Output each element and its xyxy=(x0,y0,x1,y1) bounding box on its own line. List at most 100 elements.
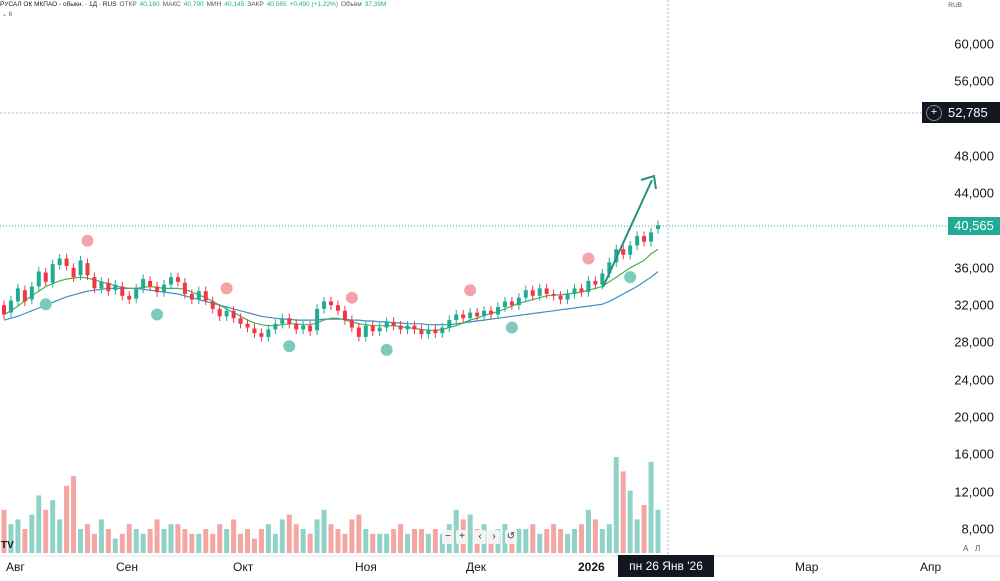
candle-body xyxy=(148,280,153,287)
candle xyxy=(628,240,633,260)
candle xyxy=(182,278,187,299)
candle xyxy=(454,309,459,325)
candle-body xyxy=(516,297,521,306)
candle-body xyxy=(349,320,354,328)
candle xyxy=(363,321,368,342)
candle xyxy=(15,283,20,307)
sell-signal xyxy=(464,284,477,297)
candle xyxy=(523,285,528,303)
price-tick: 56,000 xyxy=(954,73,994,89)
volume-bar xyxy=(140,533,146,553)
volume-bar xyxy=(279,519,285,553)
auto-scale-toggle[interactable]: A xyxy=(963,544,969,553)
candle-body xyxy=(621,249,626,255)
candle xyxy=(482,306,487,322)
volume-bar xyxy=(558,529,564,553)
candle-body xyxy=(64,258,69,266)
volume-bar xyxy=(307,533,313,553)
buy-signal xyxy=(505,321,518,334)
candle xyxy=(468,307,473,323)
candle xyxy=(426,324,431,339)
candle xyxy=(405,321,410,335)
volume-bar xyxy=(592,519,598,553)
candle xyxy=(57,253,62,270)
candle-body xyxy=(155,286,160,293)
candle-body xyxy=(523,290,528,298)
volume-bar xyxy=(161,529,167,553)
buy-signal xyxy=(283,340,296,353)
crosshair-date-tag: пн 26 Янв '26 xyxy=(618,555,714,577)
symbol-title[interactable]: РУСАЛ ОК МКПАО - обыкн. · 1Д · RUS xyxy=(0,1,117,8)
candle xyxy=(335,300,340,316)
candle-body xyxy=(231,310,236,319)
high-value: 40,790 xyxy=(183,1,204,8)
time-tick: Апр xyxy=(920,560,942,574)
currency-label[interactable]: RUB xyxy=(948,2,962,9)
candle xyxy=(238,313,243,329)
volume-bar xyxy=(585,509,591,553)
candle xyxy=(461,309,466,323)
candle xyxy=(419,324,424,339)
scroll-right-button[interactable]: › xyxy=(488,530,500,544)
volume-bar xyxy=(648,461,654,553)
volume-bar xyxy=(321,509,327,553)
candle xyxy=(447,315,452,333)
candle xyxy=(377,322,382,336)
open-label: ОТКР xyxy=(119,1,137,8)
volume-bar xyxy=(537,533,543,553)
candle xyxy=(106,278,111,296)
volume-bar xyxy=(217,524,223,553)
candle xyxy=(8,295,13,318)
zoom-in-button[interactable]: + xyxy=(456,530,468,544)
volume-bar xyxy=(432,529,438,553)
candle-body xyxy=(447,320,452,328)
candle-body xyxy=(127,295,132,300)
candle-body xyxy=(649,232,654,242)
candle xyxy=(155,281,160,297)
candle xyxy=(579,283,584,297)
volume-bar xyxy=(328,524,334,553)
indicators-toggle[interactable]: ⌄ 6 xyxy=(2,12,13,18)
price-tick: 8,000 xyxy=(961,521,994,537)
scroll-left-button[interactable]: ‹ xyxy=(474,530,486,544)
candle-body xyxy=(22,290,27,302)
volume-bar xyxy=(224,529,230,553)
volume-bar xyxy=(377,533,383,553)
candle-body xyxy=(245,323,250,328)
candle xyxy=(252,323,257,338)
candle xyxy=(489,306,494,320)
volume-bar xyxy=(405,533,411,553)
volume-bar xyxy=(578,524,584,553)
time-tick: 2026 xyxy=(578,560,605,574)
log-scale-toggle[interactable]: Л xyxy=(975,544,981,553)
candle xyxy=(356,322,361,342)
zoom-out-button[interactable]: − xyxy=(442,530,454,544)
candle-body xyxy=(280,318,285,324)
tradingview-logo[interactable]: TV xyxy=(1,540,14,551)
time-tick: Мар xyxy=(795,560,819,574)
reset-chart-button[interactable]: ↺ xyxy=(505,530,517,544)
candle-body xyxy=(579,288,584,293)
volume-bar xyxy=(182,529,188,553)
candle xyxy=(148,276,153,292)
volume-bar xyxy=(620,471,626,553)
candle-body xyxy=(600,273,605,285)
volume-bar xyxy=(572,529,578,553)
crosshair-price: 52,785 xyxy=(948,105,988,120)
volume-bar xyxy=(530,524,536,553)
candle-body xyxy=(489,310,494,315)
volume-bar xyxy=(502,524,508,553)
volume-bar xyxy=(98,519,104,553)
candle-body xyxy=(440,327,445,334)
volume-bar xyxy=(119,533,125,553)
add-alert-icon[interactable]: + xyxy=(926,104,942,121)
candle-body xyxy=(134,288,139,299)
candle-body xyxy=(175,277,180,282)
candle xyxy=(134,283,139,304)
candle xyxy=(530,285,535,301)
volume-bar xyxy=(57,519,63,553)
candle xyxy=(433,324,438,338)
candle xyxy=(315,304,320,335)
candle xyxy=(600,268,605,290)
